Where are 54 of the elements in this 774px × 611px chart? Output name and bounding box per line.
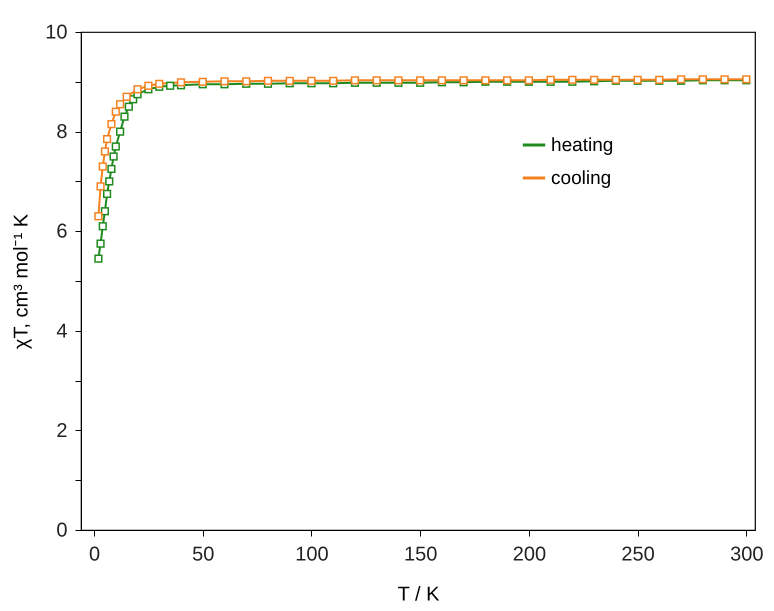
point <box>286 76 294 85</box>
point <box>102 134 112 144</box>
y-tick-label: 8 <box>56 121 68 144</box>
point <box>307 76 316 85</box>
point <box>220 77 229 86</box>
point <box>329 76 338 85</box>
y-tick-label: 0 <box>56 520 68 542</box>
y-tick-label: 6 <box>56 220 68 243</box>
point <box>144 82 153 90</box>
point <box>110 152 118 161</box>
y-axis-title: χT, cm³ mol⁻¹ K <box>10 213 32 350</box>
point <box>122 92 131 101</box>
x-tick-label: 250 <box>621 544 655 566</box>
point <box>98 222 107 230</box>
point <box>107 164 116 174</box>
point <box>94 254 102 263</box>
point <box>198 78 207 86</box>
x-tick-label: 100 <box>295 544 329 566</box>
point <box>176 78 186 86</box>
x-tick-label: 300 <box>730 544 764 566</box>
x-tick-label: 0 <box>88 544 100 566</box>
point <box>124 102 133 111</box>
point <box>394 76 403 84</box>
x-axis-title: T / K <box>398 584 440 606</box>
point <box>350 76 360 84</box>
y-tick-label: 4 <box>56 320 68 342</box>
point <box>372 76 381 84</box>
point <box>116 127 124 136</box>
point <box>112 142 120 151</box>
point <box>102 190 112 198</box>
point <box>94 212 102 220</box>
point <box>116 100 124 108</box>
point <box>242 77 250 86</box>
point <box>166 82 174 90</box>
x-tick-label: 150 <box>404 544 438 566</box>
x-tick-label: 50 <box>192 544 214 566</box>
point <box>96 240 105 248</box>
point <box>416 76 424 84</box>
point <box>133 85 142 94</box>
point <box>120 112 129 121</box>
point <box>112 108 120 116</box>
point <box>98 162 107 171</box>
legend-label: heating <box>551 135 614 156</box>
point <box>96 182 105 190</box>
y-tick-label: 10 <box>45 22 68 44</box>
x-tick-label: 200 <box>512 544 546 566</box>
y-tick-label: 2 <box>56 420 68 442</box>
point <box>155 80 164 88</box>
point <box>264 76 272 85</box>
point <box>105 177 114 186</box>
point <box>107 120 116 128</box>
point <box>100 147 110 156</box>
point <box>100 207 110 216</box>
legend-label: cooling <box>551 168 612 189</box>
